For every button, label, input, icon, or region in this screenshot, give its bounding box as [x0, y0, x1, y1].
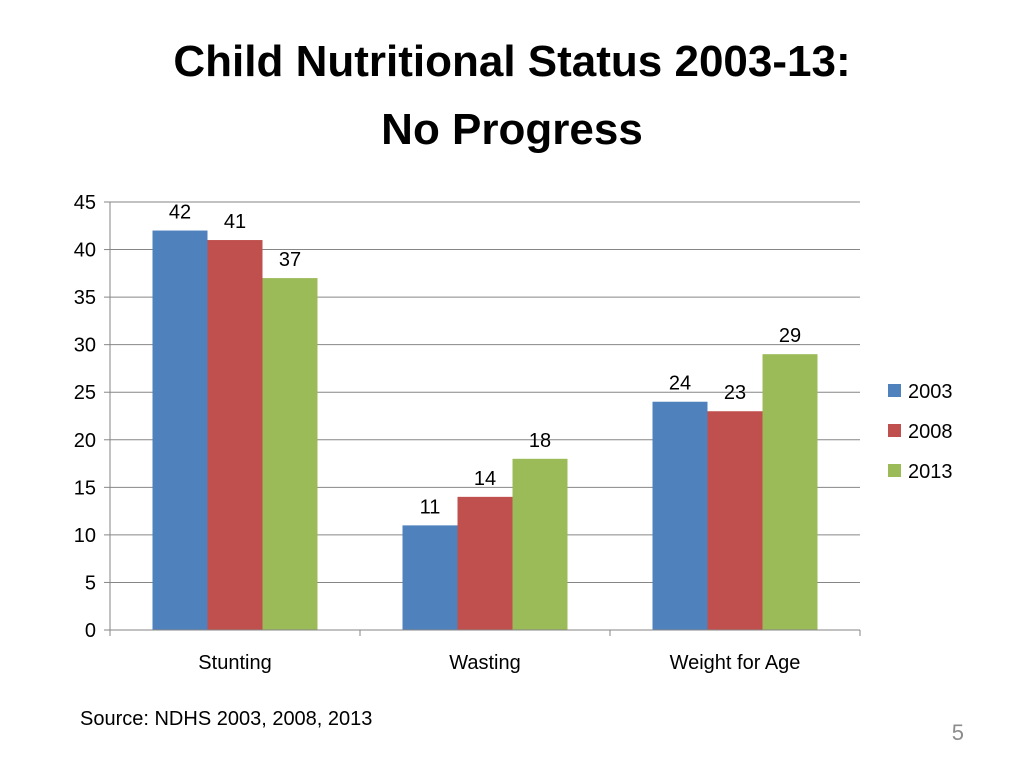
legend-label: 2003	[908, 381, 953, 403]
y-tick-label: 45	[74, 192, 96, 214]
data-label: 14	[474, 468, 496, 490]
source-note: Source: NDHS 2003, 2008, 2013	[80, 708, 373, 730]
bar	[707, 411, 763, 630]
slide-title-line1: Child Nutritional Status 2003-13:	[173, 37, 851, 86]
bar	[207, 240, 263, 631]
chart-legend: 2003 2008 2013	[888, 381, 953, 483]
y-tick-label: 25	[74, 382, 96, 404]
slide-title-line2: No Progress	[381, 105, 643, 154]
x-category-label: Stunting	[198, 652, 271, 674]
x-category-label: Wasting	[449, 652, 521, 674]
bar	[762, 354, 818, 630]
bar	[652, 401, 708, 630]
chart-data-labels: 42 41 37 11 14 18 24 23 29	[169, 202, 801, 519]
y-axis: 0 5 10 15 20 25 30 35 40 45	[74, 192, 111, 642]
y-tick-label: 5	[85, 572, 96, 594]
page-number: 5	[951, 720, 964, 745]
legend-label: 2013	[908, 461, 953, 483]
x-category-label: Weight for Age	[670, 652, 801, 674]
legend-swatch	[888, 424, 901, 437]
data-label: 29	[779, 325, 801, 347]
data-label: 11	[420, 496, 441, 518]
data-label: 24	[669, 373, 691, 395]
y-tick-label: 30	[74, 335, 96, 357]
y-tick-label: 20	[74, 430, 96, 452]
data-label: 42	[169, 202, 191, 224]
data-label: 37	[279, 249, 301, 271]
y-tick-label: 0	[85, 620, 96, 642]
data-label: 23	[724, 382, 746, 404]
bar	[152, 230, 208, 631]
y-tick-label: 10	[74, 525, 96, 547]
data-label: 41	[224, 211, 246, 233]
y-tick-label: 15	[74, 477, 96, 499]
x-axis: Stunting Wasting Weight for Age	[109, 629, 861, 674]
y-tick-label: 35	[74, 287, 96, 309]
legend-swatch	[888, 384, 901, 397]
y-tick-label: 40	[74, 240, 96, 262]
data-label: 18	[529, 430, 551, 452]
legend-label: 2008	[908, 421, 953, 443]
bar	[457, 496, 513, 630]
bar	[402, 525, 458, 630]
legend-swatch	[888, 464, 901, 477]
bar	[262, 278, 318, 630]
bar	[512, 458, 568, 630]
chart-bars	[152, 230, 818, 631]
